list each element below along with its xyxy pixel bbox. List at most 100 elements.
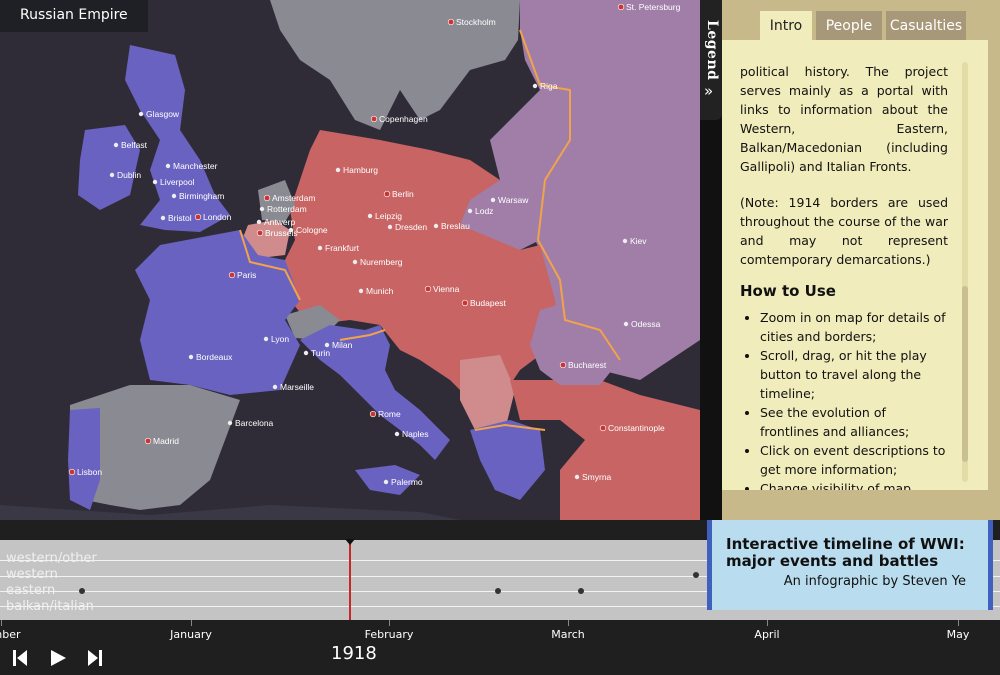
greece-region[interactable] (470, 420, 545, 500)
city-marker[interactable]: Palermo (383, 477, 423, 487)
city-marker[interactable]: Kiev (622, 236, 647, 246)
central-powers-region[interactable] (280, 130, 560, 400)
city-marker[interactable]: Vienna (424, 284, 460, 294)
city-label: Liverpool (160, 177, 195, 187)
city-label: Nuremberg (360, 257, 403, 267)
capital-dot-icon (461, 299, 469, 307)
city-label: Munich (366, 286, 394, 296)
city-marker[interactable]: Lodz (467, 206, 494, 216)
spain-region[interactable] (70, 385, 240, 510)
romania-region[interactable] (530, 300, 620, 385)
play-icon[interactable] (48, 648, 68, 668)
city-label: Bucharest (568, 360, 607, 370)
city-marker[interactable]: Riga (532, 81, 558, 91)
month-tick (767, 620, 768, 626)
timeline[interactable]: western/other western eastern balkan/ita… (0, 520, 1000, 675)
city-dot-icon (259, 206, 265, 212)
tab-casualties[interactable]: Casualties (886, 11, 966, 41)
ottoman-region[interactable] (510, 380, 700, 520)
city-marker[interactable]: Amsterdam (263, 193, 315, 203)
list-item: See the evolution of frontlines and alli… (760, 403, 948, 441)
map-view[interactable]: St. Petersburg Stockholm Riga Glasgow Copenh… (0, 0, 700, 520)
city-marker[interactable]: Bucharest (559, 360, 607, 370)
city-marker[interactable]: Birmingham (171, 191, 225, 201)
event-marker[interactable] (495, 588, 501, 594)
tab-intro[interactable]: Intro (760, 11, 812, 42)
tab-people[interactable]: People (816, 11, 882, 41)
scandinavia-region[interactable] (270, 0, 520, 130)
scrollbar[interactable] (962, 62, 968, 482)
city-marker[interactable]: Lyon (263, 334, 290, 344)
city-marker[interactable]: Nuremberg (352, 257, 403, 267)
city-marker[interactable]: Bordeaux (188, 352, 233, 362)
city-marker[interactable]: Odessa (623, 319, 661, 329)
city-label: Brussels (265, 228, 298, 238)
timeline-cursor[interactable] (349, 540, 351, 620)
city-dot-icon (138, 111, 144, 117)
occupied-serbia[interactable] (460, 355, 515, 430)
city-label: Bristol (168, 213, 192, 223)
city-marker[interactable]: Brussels (256, 228, 298, 238)
city-marker[interactable]: Hamburg (335, 165, 378, 175)
europe-map[interactable]: St. Petersburg Stockholm Riga Glasgow Copenh… (0, 0, 700, 520)
city-marker[interactable]: Constantinople (599, 423, 665, 433)
lane-label-western-other: western/other (6, 551, 97, 566)
city-marker[interactable]: Turin (303, 348, 331, 358)
city-marker[interactable]: Bristol (160, 213, 192, 223)
city-dot-icon (352, 259, 358, 265)
city-marker[interactable]: Paris (228, 270, 256, 280)
skip-forward-icon[interactable] (85, 648, 105, 668)
city-marker[interactable]: Budapest (461, 298, 507, 308)
city-marker[interactable]: Smyrna (574, 472, 612, 482)
city-marker[interactable]: Naples (394, 429, 429, 439)
city-marker[interactable]: Manchester (165, 161, 218, 171)
event-marker[interactable] (578, 588, 584, 594)
netherlands-region[interactable] (258, 180, 295, 222)
cursor-handle-icon[interactable] (345, 539, 355, 545)
city-marker[interactable]: Rotterdam (259, 204, 307, 214)
skip-back-icon[interactable] (10, 648, 30, 668)
event-marker[interactable] (693, 572, 699, 578)
city-marker[interactable]: St. Petersburg (617, 2, 681, 12)
city-marker[interactable]: Barcelona (227, 418, 274, 428)
legend-toggle[interactable]: Legend » (700, 0, 722, 120)
city-marker[interactable]: Stockholm (447, 17, 496, 27)
city-label: Rome (378, 409, 401, 419)
france-region[interactable] (135, 230, 300, 395)
city-dot-icon (188, 354, 194, 360)
city-marker[interactable]: Cologne (288, 225, 328, 235)
event-marker[interactable] (79, 588, 85, 594)
scrollbar-thumb[interactable] (962, 286, 968, 462)
city-marker[interactable]: Dublin (109, 170, 142, 180)
city-marker[interactable]: Lisbon (68, 467, 102, 477)
portugal-region[interactable] (68, 408, 100, 510)
city-marker[interactable]: Liverpool (152, 177, 195, 187)
city-marker[interactable]: Berlin (383, 189, 414, 199)
city-marker[interactable]: Dresden (387, 222, 428, 232)
city-marker[interactable]: Breslau (433, 221, 470, 231)
city-marker[interactable]: Marseille (272, 382, 314, 392)
city-marker[interactable]: Munich (358, 286, 394, 296)
capital-dot-icon (370, 115, 378, 123)
city-marker[interactable]: Copenhagen (370, 114, 428, 124)
city-dot-icon (171, 193, 177, 199)
sicily-region[interactable] (355, 465, 420, 495)
ireland-region[interactable] (78, 125, 140, 210)
city-marker[interactable]: London (194, 212, 232, 222)
city-marker[interactable]: Rome (369, 409, 401, 419)
city-marker[interactable]: Belfast (113, 140, 148, 150)
italy-region[interactable] (300, 325, 450, 460)
city-marker[interactable]: Milan (324, 340, 353, 350)
city-marker[interactable]: Frankfurt (317, 243, 360, 253)
city-marker[interactable]: Antwerp (256, 217, 296, 227)
city-marker[interactable]: Madrid (144, 436, 179, 446)
city-marker[interactable]: Warsaw (490, 195, 529, 205)
city-marker[interactable]: Leipzig (367, 211, 402, 221)
intro-content[interactable]: political history. The project serves ma… (722, 40, 988, 490)
city-label: Vienna (433, 284, 460, 294)
great-britain-region[interactable] (125, 45, 230, 232)
city-label: Milan (332, 340, 353, 350)
city-marker[interactable]: Glasgow (138, 109, 180, 119)
africa-region (0, 505, 460, 520)
city-label: Barcelona (235, 418, 274, 428)
